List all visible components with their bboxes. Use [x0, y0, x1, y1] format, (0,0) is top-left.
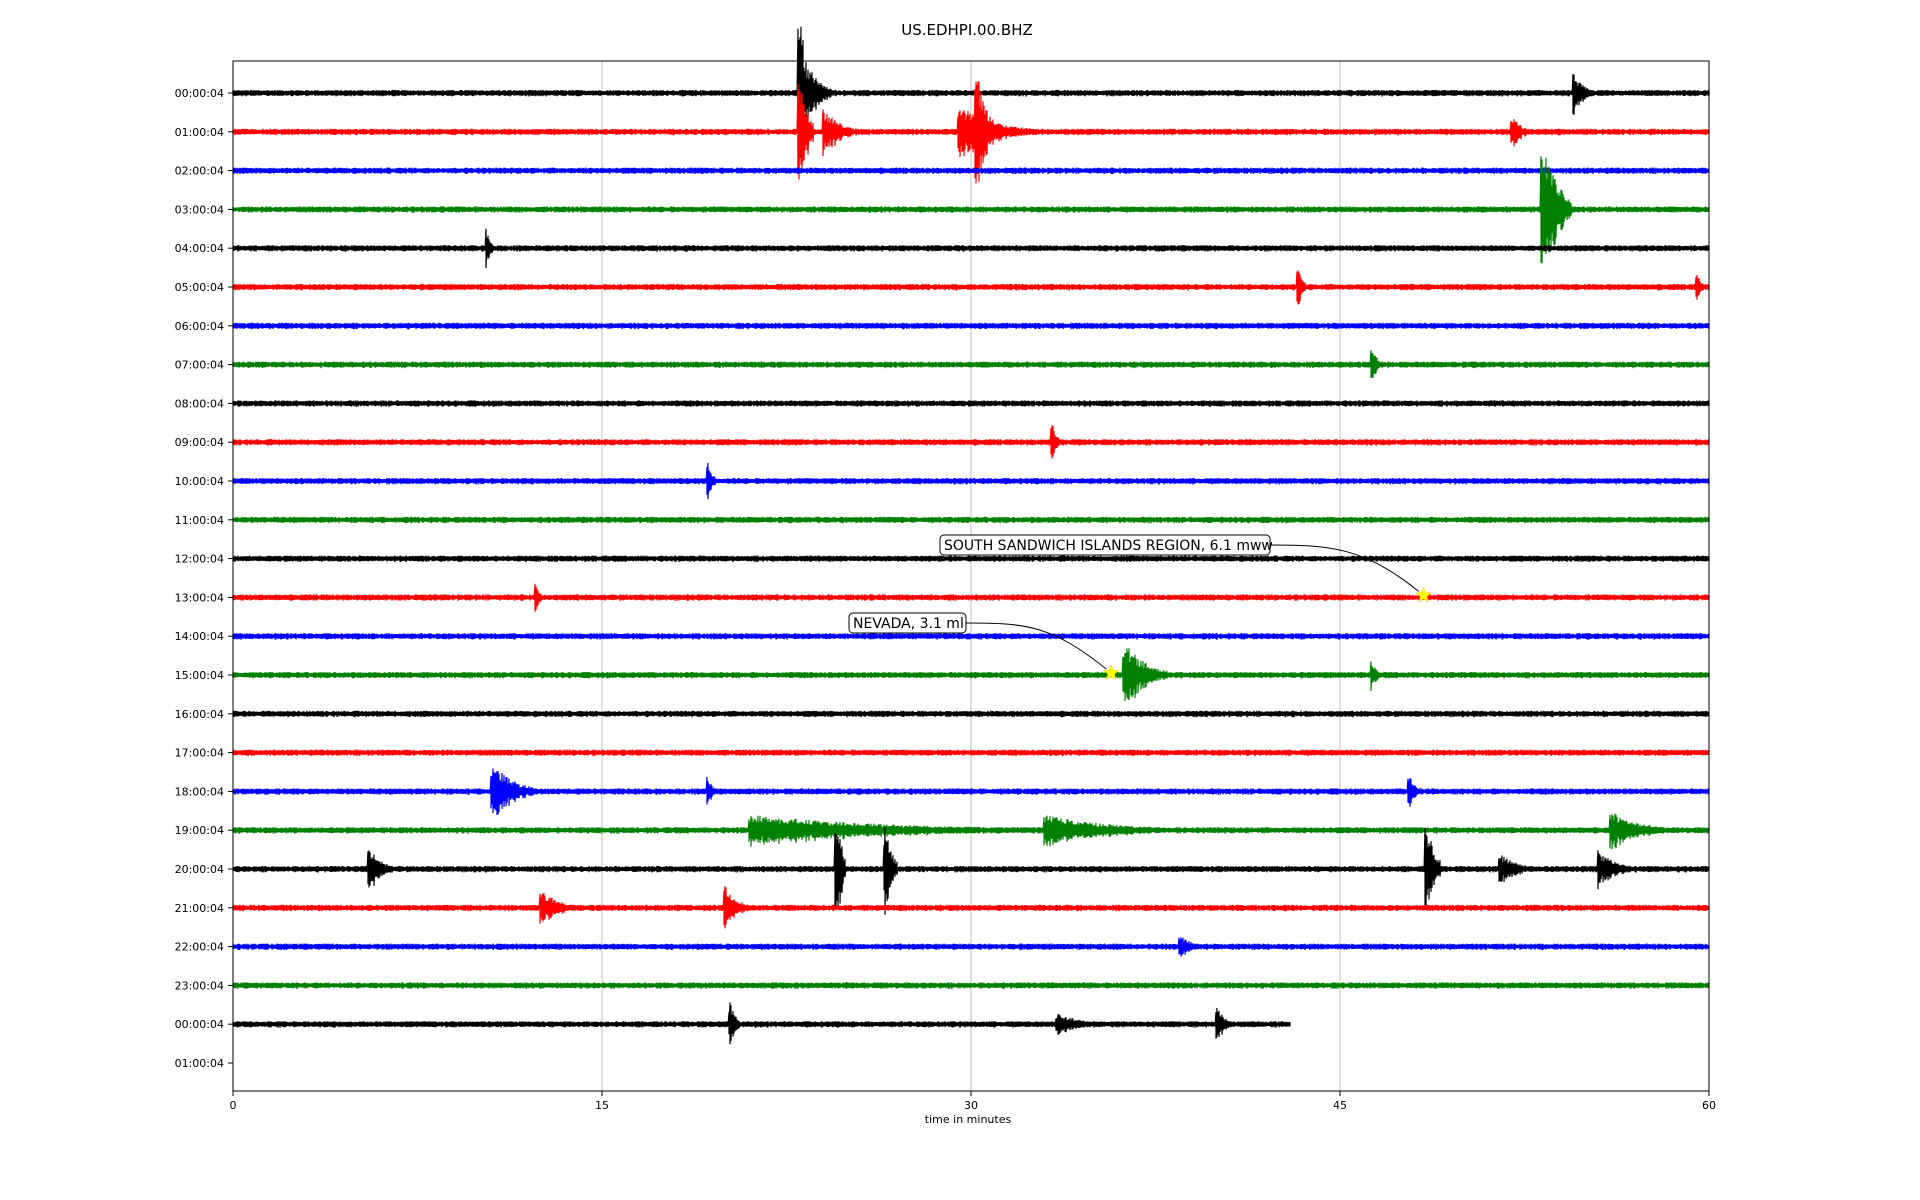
- y-tick-label: 21:00:04: [175, 902, 224, 915]
- y-tick-label: 18:00:04: [175, 785, 224, 798]
- seismic-trace: [232, 516, 1710, 524]
- y-tick-label: 17:00:04: [175, 747, 224, 760]
- grid-lines: [601, 61, 1341, 1091]
- seismic-trace: [232, 26, 1710, 170]
- annotation-box: [939, 534, 1271, 556]
- seismic-trace: [232, 768, 1710, 816]
- x-tick-label: 60: [1702, 1099, 1716, 1112]
- seismic-trace: [232, 1002, 1291, 1045]
- y-tick-label: 08:00:04: [175, 397, 224, 410]
- seismic-trace: [232, 462, 1710, 500]
- y-tick-label: 06:00:04: [175, 320, 224, 333]
- y-tick-label: 13:00:04: [175, 591, 224, 604]
- y-axis-ticks: 00:00:04 01:00:04 02:00:04 03:00:04 04:00:04…: [175, 87, 233, 1070]
- y-tick-label: 20:00:04: [175, 863, 224, 876]
- annotation-box: [848, 612, 967, 634]
- seismic-trace: [232, 156, 1710, 264]
- seismic-trace: [232, 555, 1710, 563]
- seismic-trace: [232, 322, 1710, 330]
- x-tick-label: 30: [964, 1099, 978, 1112]
- y-tick-label: 16:00:04: [175, 708, 224, 721]
- seismic-trace: [232, 937, 1710, 957]
- y-tick-label: 14:00:04: [175, 630, 224, 643]
- y-tick-label: 15:00:04: [175, 669, 224, 682]
- seismic-trace: [232, 633, 1710, 640]
- y-tick-label: 00:00:04: [175, 87, 224, 100]
- seismic-trace: [232, 749, 1710, 757]
- seismic-trace: [232, 400, 1710, 408]
- y-tick-label: 22:00:04: [175, 941, 224, 954]
- seismic-trace: [232, 648, 1710, 701]
- y-tick-label: 01:00:04: [175, 126, 224, 139]
- x-tick-label: 0: [230, 1099, 237, 1112]
- event-star-marker: [1102, 664, 1120, 681]
- seismic-trace: [232, 813, 1710, 850]
- annotation-connector: [965, 622, 1107, 670]
- y-tick-label: 05:00:04: [175, 281, 224, 294]
- y-tick-label: 07:00:04: [175, 359, 224, 372]
- seismic-trace: [232, 80, 1710, 184]
- seismic-trace: [232, 886, 1710, 929]
- chart-title: US.EDHPI.00.BHZ: [901, 21, 1033, 39]
- y-tick-label: 01:00:04: [175, 1057, 224, 1070]
- seismic-trace: [232, 425, 1710, 459]
- y-tick-label: 23:00:04: [175, 979, 224, 992]
- y-tick-label: 12:00:04: [175, 553, 224, 566]
- y-tick-label: 03:00:04: [175, 203, 224, 216]
- y-tick-label: 10:00:04: [175, 475, 224, 488]
- x-axis-label: time in minutes: [925, 1113, 1012, 1126]
- seismic-trace: [232, 167, 1710, 175]
- annotation-connector: [1269, 544, 1419, 592]
- annotation-label: SOUTH SANDWICH ISLANDS REGION, 6.1 mww: [944, 538, 1273, 554]
- event-annotations: SOUTH SANDWICH ISLANDS REGION, 6.1 mww NE…: [848, 534, 1432, 681]
- y-tick-label: 02:00:04: [175, 165, 224, 178]
- x-tick-label: 15: [595, 1099, 609, 1112]
- x-axis-ticks: 0 15 30 45 60: [230, 1091, 1716, 1112]
- seismic-trace: [232, 583, 1710, 612]
- seismic-trace: [232, 270, 1710, 305]
- seismic-trace: [232, 982, 1710, 990]
- seismic-trace: [232, 350, 1710, 378]
- y-tick-label: 00:00:04: [175, 1018, 224, 1031]
- trace-group: [232, 26, 1710, 1045]
- y-tick-label: 09:00:04: [175, 436, 224, 449]
- seismic-trace: [232, 710, 1710, 718]
- seismic-trace: [232, 228, 1710, 269]
- y-tick-label: 11:00:04: [175, 514, 224, 527]
- seismic-trace: [232, 827, 1710, 915]
- y-tick-label: 04:00:04: [175, 242, 224, 255]
- x-tick-label: 45: [1333, 1099, 1347, 1112]
- y-tick-label: 19:00:04: [175, 824, 224, 837]
- annotation-label: NEVADA, 3.1 ml: [853, 616, 964, 632]
- event-star-marker: [1415, 586, 1432, 603]
